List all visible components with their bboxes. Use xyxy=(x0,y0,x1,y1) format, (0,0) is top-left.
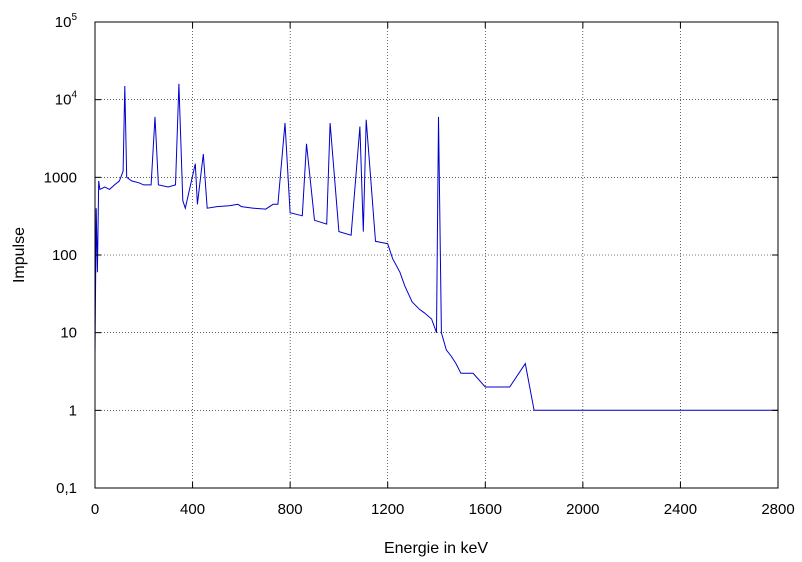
x-axis-ticks: 0 400 800 1200 1600 2000 2400 2800 xyxy=(91,22,795,518)
x-tick-label: 2800 xyxy=(761,501,794,518)
y-tick-label: 104 xyxy=(55,90,78,109)
x-tick-label: 800 xyxy=(278,501,303,518)
y-axis-label: Impulse xyxy=(11,227,28,283)
y-tick-label: 0,1 xyxy=(56,480,77,497)
x-tick-label: 0 xyxy=(91,501,99,518)
x-tick-label: 400 xyxy=(180,501,205,518)
y-tick-label: 10 xyxy=(60,325,77,342)
spectrum-line xyxy=(94,83,778,411)
x-tick-label: 1200 xyxy=(371,501,404,518)
x-axis-label: Energie in keV xyxy=(384,540,488,557)
y-tick-label: 1 xyxy=(69,402,77,419)
y-tick-label: 1000 xyxy=(44,169,77,186)
y-tick-label: 105 xyxy=(55,12,78,31)
y-axis-ticks: 0,1 1 10 100 1000 104 105 xyxy=(44,12,778,497)
x-tick-label: 1600 xyxy=(469,501,502,518)
x-tick-label: 2000 xyxy=(566,501,599,518)
y-tick-label: 100 xyxy=(52,247,77,264)
x-tick-label: 2400 xyxy=(664,501,697,518)
